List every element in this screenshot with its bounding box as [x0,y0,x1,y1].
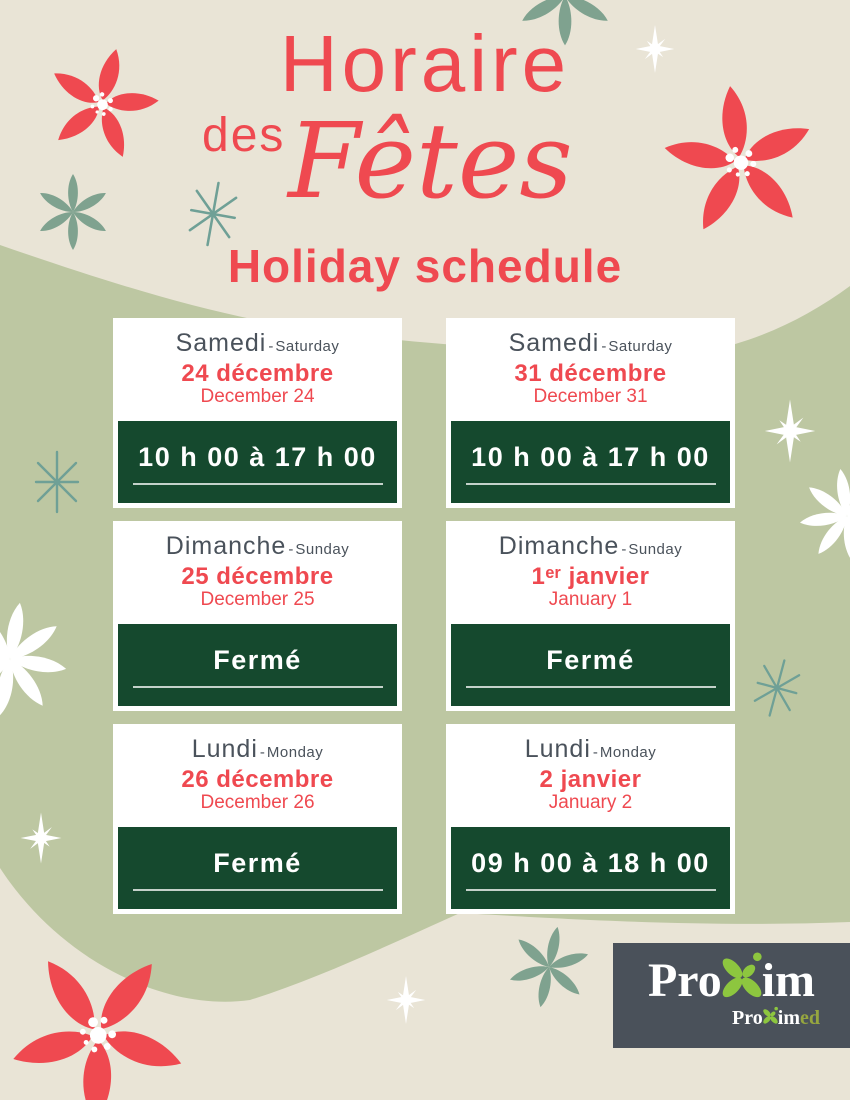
logo-text-im: im [761,954,816,1007]
hours-underline [132,482,383,485]
hours-underline [465,482,716,485]
date-fr: 24 décembre [181,360,334,387]
day-dash: - [592,744,598,761]
asterisk-star-icon [184,177,242,251]
day-name-fr: Lundi [191,735,258,763]
schedule-card-jan-2: Lundi - Monday 2 janvier January 2 09 h 00… [446,724,735,914]
title-fetes: Fêtes [288,100,573,222]
date-en: December 25 [200,589,315,611]
card-header: Lundi - Monday 26 décembre December 26 [118,724,397,824]
day-name-en: Monday [266,744,324,761]
hours-text: Fermé [213,847,302,878]
hours-text: 09 h 00 à 18 h 00 [471,847,710,878]
hours-text: Fermé [546,644,635,675]
schedule-grid: Samedi - Saturday 24 décembre December 24 … [113,318,735,914]
card-header: Samedi - Saturday 31 décembre December 31 [451,318,730,418]
schedule-card-dec-26: Lundi - Monday 26 décembre December 26 Fer… [113,724,402,914]
day-dash: - [621,541,627,558]
day-name-fr: Dimanche [165,532,287,560]
title-horaire: Horaire [279,19,571,108]
hours-panel: 10 h 00 à 17 h 00 [451,421,730,503]
hours-panel: Fermé [451,624,730,706]
day-line: Samedi - Saturday [118,331,397,356]
date-fr: 31 décembre [514,360,667,387]
day-name-fr: Samedi [175,329,267,357]
card-header: Lundi - Monday 2 janvier January 2 [451,724,730,824]
proxim-leaf-x-icon [722,952,762,998]
date-en: December 31 [533,386,648,408]
day-line: Lundi - Monday [118,737,397,762]
date-en: December 24 [200,386,315,408]
logo-sub-ed: ed [800,1007,820,1029]
schedule-card-dec-25: Dimanche - Sunday 25 décembre December 25 … [113,521,402,711]
hours-panel: Fermé [118,624,397,706]
card-header: Samedi - Saturday 24 décembre December 24 [118,318,397,418]
day-dash: - [601,338,607,355]
proximed-wordmark: Pro im ed [613,1006,850,1029]
day-line: Samedi - Saturday [451,331,730,356]
hours-text: 10 h 00 à 17 h 00 [471,441,710,472]
schedule-card-dec-24: Samedi - Saturday 24 décembre December 24 … [113,318,402,508]
date-en: January 2 [548,792,633,814]
proximed-leaf-x-icon [763,1006,778,1024]
logo-sub-pro: Pro [732,1007,763,1029]
hours-underline [465,685,716,688]
green-flower-icon [38,174,109,250]
hours-text: 10 h 00 à 17 h 00 [138,441,377,472]
date-en: January 1 [548,589,633,611]
title-holiday-schedule: Holiday schedule [227,240,623,292]
day-dash: - [259,744,265,761]
day-name-fr: Lundi [524,735,591,763]
hours-underline [132,888,383,891]
hours-underline [465,888,716,891]
schedule-card-jan-1: Dimanche - Sunday 1ᵉʳ janvier January 1 Fe… [446,521,735,711]
date-fr: 26 décembre [181,766,334,793]
day-line: Dimanche - Sunday [451,534,730,559]
proxim-wordmark: Pro im [613,952,850,1007]
date-en: December 26 [200,792,315,814]
sparkle-star-icon [386,976,426,1024]
hours-text: Fermé [213,644,302,675]
logo-sub-im: im [777,1007,800,1029]
day-name-en: Saturday [275,338,340,355]
day-line: Lundi - Monday [451,737,730,762]
date-fr: 2 janvier [539,766,642,793]
day-name-en: Monday [599,744,657,761]
day-name-fr: Samedi [508,329,600,357]
day-name-en: Saturday [608,338,673,355]
proxim-logo: Pro im Pro [613,943,850,1048]
day-name-fr: Dimanche [498,532,620,560]
card-header: Dimanche - Sunday 25 décembre December 25 [118,521,397,621]
day-name-en: Sunday [628,541,683,558]
title-des: des [202,109,286,162]
date-fr: 1ᵉʳ janvier [531,563,650,590]
day-dash: - [288,541,294,558]
hours-panel: Fermé [118,827,397,909]
green-flower-icon [503,919,595,1015]
day-name-en: Sunday [295,541,350,558]
logo-text-pro: Pro [647,954,722,1007]
hours-underline [132,685,383,688]
schedule-card-dec-31: Samedi - Saturday 31 décembre December 31 … [446,318,735,508]
day-dash: - [268,338,274,355]
hours-panel: 09 h 00 à 18 h 00 [451,827,730,909]
hours-panel: 10 h 00 à 17 h 00 [118,421,397,503]
date-fr: 25 décembre [181,563,334,590]
day-line: Dimanche - Sunday [118,534,397,559]
card-header: Dimanche - Sunday 1ᵉʳ janvier January 1 [451,521,730,621]
